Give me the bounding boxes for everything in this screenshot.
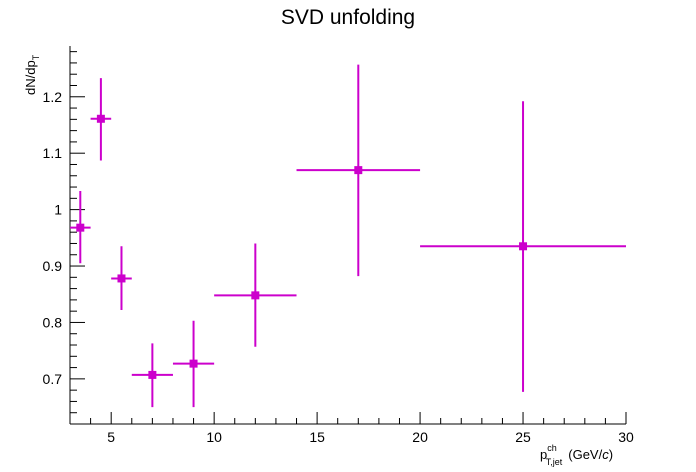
x-axis-label: pch T,jet (GeV/c) [540, 443, 613, 467]
x-tick-label: 10 [206, 429, 222, 445]
data-point [117, 274, 126, 283]
y-axis-label: dN/dpT [23, 54, 41, 95]
data-point [519, 242, 528, 251]
x-tick-label: 15 [309, 429, 325, 445]
x-axis-label-main: p [540, 447, 547, 462]
x-tick-label: 25 [515, 429, 531, 445]
y-tick-label: 1 [54, 202, 62, 218]
axes-group: 5 10 15 20 25 30 0.7 0.8 0.9 1 1.1 1.2 [43, 46, 634, 445]
y-tick-label: 0.9 [43, 258, 63, 274]
data-marks-group [70, 64, 626, 408]
data-point [189, 359, 198, 368]
chart-title: SVD unfolding [281, 6, 415, 29]
y-tick-label: 1.1 [43, 145, 63, 161]
data-point [251, 291, 260, 300]
data-point [148, 370, 157, 379]
y-tick-label: 1.2 [43, 89, 63, 105]
data-point [76, 223, 85, 232]
x-tick-label: 30 [618, 429, 634, 445]
data-point [354, 166, 363, 175]
x-tick-label: 5 [107, 429, 115, 445]
y-tick-label: 0.8 [43, 314, 63, 330]
x-axis-label-subscript: T,jet [546, 457, 563, 467]
y-tick-label: 0.7 [43, 371, 63, 387]
x-axis-label-unit-italic: c [602, 447, 609, 462]
x-axis-label-unit-suffix: ) [609, 447, 613, 462]
y-axis-label-subscript: T [31, 54, 41, 60]
x-axis-label-superscript: ch [547, 443, 557, 453]
x-tick-label: 20 [412, 429, 428, 445]
y-axis-label-main: dN/dp [23, 60, 38, 95]
data-point [96, 114, 105, 123]
x-axis-label-unit-prefix: (GeV/ [568, 447, 602, 462]
